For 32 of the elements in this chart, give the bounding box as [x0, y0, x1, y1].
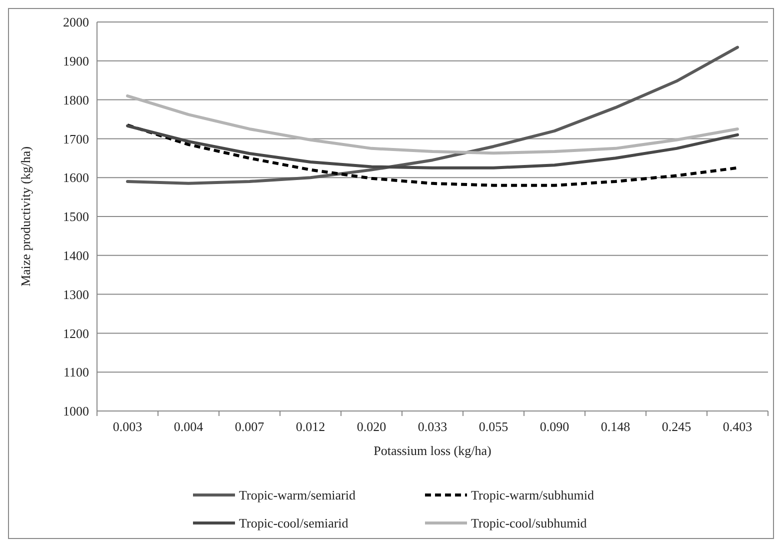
x-tick-label: 0.033	[418, 419, 448, 434]
line-series	[126, 124, 739, 170]
y-tick-label: 1500	[63, 209, 89, 224]
x-tick-label: 0.007	[234, 419, 265, 434]
legend-label: Tropic-cool/semiarid	[239, 516, 349, 531]
legend-label: Tropic-cool/subhumid	[471, 516, 588, 531]
x-tick-label: 0.148	[600, 419, 630, 434]
legend-label: Tropic-warm/semiarid	[239, 488, 356, 503]
x-tick-label: 0.403	[722, 419, 752, 434]
x-tick-label: 0.012	[296, 419, 326, 434]
y-tick-label: 1100	[63, 364, 89, 380]
legend-label: Tropic-warm/subhumid	[471, 488, 595, 503]
x-tick-label: 0.003	[112, 419, 142, 434]
y-tick-label: 1300	[63, 286, 89, 302]
x-axis-title: Potassium loss (kg/ha)	[374, 443, 492, 458]
x-tick-label: 0.055	[478, 419, 508, 434]
line-series	[126, 46, 739, 185]
y-tick-label: 1600	[63, 170, 89, 186]
line-series	[126, 94, 739, 155]
y-tick-label: 1000	[63, 404, 89, 419]
y-tick-label: 2000	[63, 14, 89, 30]
line-series	[126, 124, 739, 187]
y-tick-label: 1800	[63, 92, 89, 108]
y-tick-label: 1400	[63, 248, 89, 263]
x-tick-label: 0.004	[174, 419, 204, 434]
y-tick-label: 1200	[63, 326, 89, 341]
y-tick-label: 1700	[63, 131, 89, 146]
y-axis-title: Maize productivity (kg/ha)	[18, 146, 33, 287]
x-tick-label: 0.245	[662, 419, 692, 434]
y-tick-label: 1900	[63, 53, 89, 68]
x-tick-label: 0.090	[540, 419, 570, 434]
x-tick-label: 0.020	[356, 419, 386, 434]
